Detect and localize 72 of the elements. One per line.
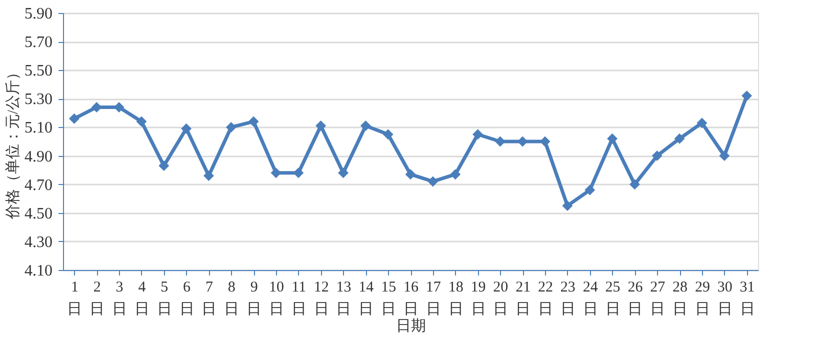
x-tick-label: 8日: [224, 280, 240, 318]
x-tick-label: 24日: [582, 280, 598, 318]
point: [584, 184, 596, 196]
point: [696, 118, 708, 128]
point: [360, 120, 371, 132]
y-tick-label: 5.90: [24, 6, 52, 22]
x-tick-label: 25日: [605, 280, 620, 318]
point: [629, 179, 640, 190]
x-tick-label: 18日: [448, 280, 464, 318]
point: [181, 123, 192, 134]
x-tick-label: 13日: [336, 280, 352, 318]
x-tick-label: 2日: [90, 280, 105, 318]
x-tick-label: 15日: [381, 280, 396, 318]
x-tick-label: 3日: [112, 280, 128, 318]
x-tick-label: 30日: [717, 280, 732, 318]
x-tick-label: 31日: [740, 280, 755, 318]
x-tick-label: 21日: [516, 280, 531, 318]
x-tick-label: 7日: [202, 280, 217, 318]
y-tick-label: 4.70: [24, 176, 52, 194]
x-tick-label: 29日: [694, 280, 710, 318]
y-tick-label: 5.30: [24, 91, 52, 108]
x-tick-label: 20日: [493, 280, 508, 318]
y-tick-label: 4.50: [24, 205, 52, 222]
y-axis-title: 价格（单位：元/公斤）: [4, 64, 22, 220]
point: [68, 113, 80, 124]
y-tick-label: 5.70: [24, 34, 52, 52]
x-tick-label: 9日: [246, 280, 262, 318]
y-tick-label: 4.90: [24, 148, 52, 166]
point: [293, 168, 304, 178]
point: [203, 170, 214, 182]
point: [674, 133, 685, 144]
y-tick-label: 5.10: [24, 120, 52, 137]
point: [540, 136, 550, 147]
x-tick-label: 22日: [538, 280, 554, 318]
point: [316, 120, 326, 132]
x-tick-label: 23日: [560, 280, 576, 318]
x-tick-label: 10日: [268, 280, 284, 318]
y-tick-label: 4.30: [24, 234, 52, 251]
x-tick-label: 17日: [426, 280, 442, 318]
x-tick-label: 16日: [404, 280, 419, 318]
x-tick-label: 28日: [672, 280, 688, 318]
point: [450, 169, 461, 180]
point: [158, 160, 170, 172]
x-tick-label: 26日: [628, 280, 644, 318]
x-tick-label: 1日: [67, 280, 82, 318]
point: [270, 168, 282, 178]
x-tick-label: 4日: [134, 280, 150, 318]
point: [652, 150, 662, 162]
point: [382, 129, 394, 140]
point: [428, 176, 438, 187]
x-tick-label: 5日: [156, 280, 172, 318]
y-tick-label: 5.50: [24, 62, 52, 80]
point: [338, 168, 348, 178]
x-tick-label: 19日: [470, 280, 486, 318]
x-tick-label: 12日: [314, 280, 329, 318]
x-tick-label: 14日: [358, 280, 374, 318]
point: [494, 136, 506, 147]
point: [91, 102, 102, 112]
y-tick-label: 4.10: [24, 262, 52, 280]
x-axis-title: 日期: [396, 318, 426, 334]
x-tick-label: 27日: [650, 280, 666, 318]
point: [472, 129, 483, 140]
point: [405, 169, 416, 180]
point: [136, 116, 147, 127]
point: [607, 133, 618, 144]
x-tick-label: 11日: [291, 280, 306, 318]
x-tick-label: 6日: [179, 280, 194, 318]
point: [719, 150, 730, 162]
point: [742, 90, 752, 102]
point: [562, 200, 573, 211]
point: [248, 116, 259, 127]
point: [226, 122, 236, 132]
